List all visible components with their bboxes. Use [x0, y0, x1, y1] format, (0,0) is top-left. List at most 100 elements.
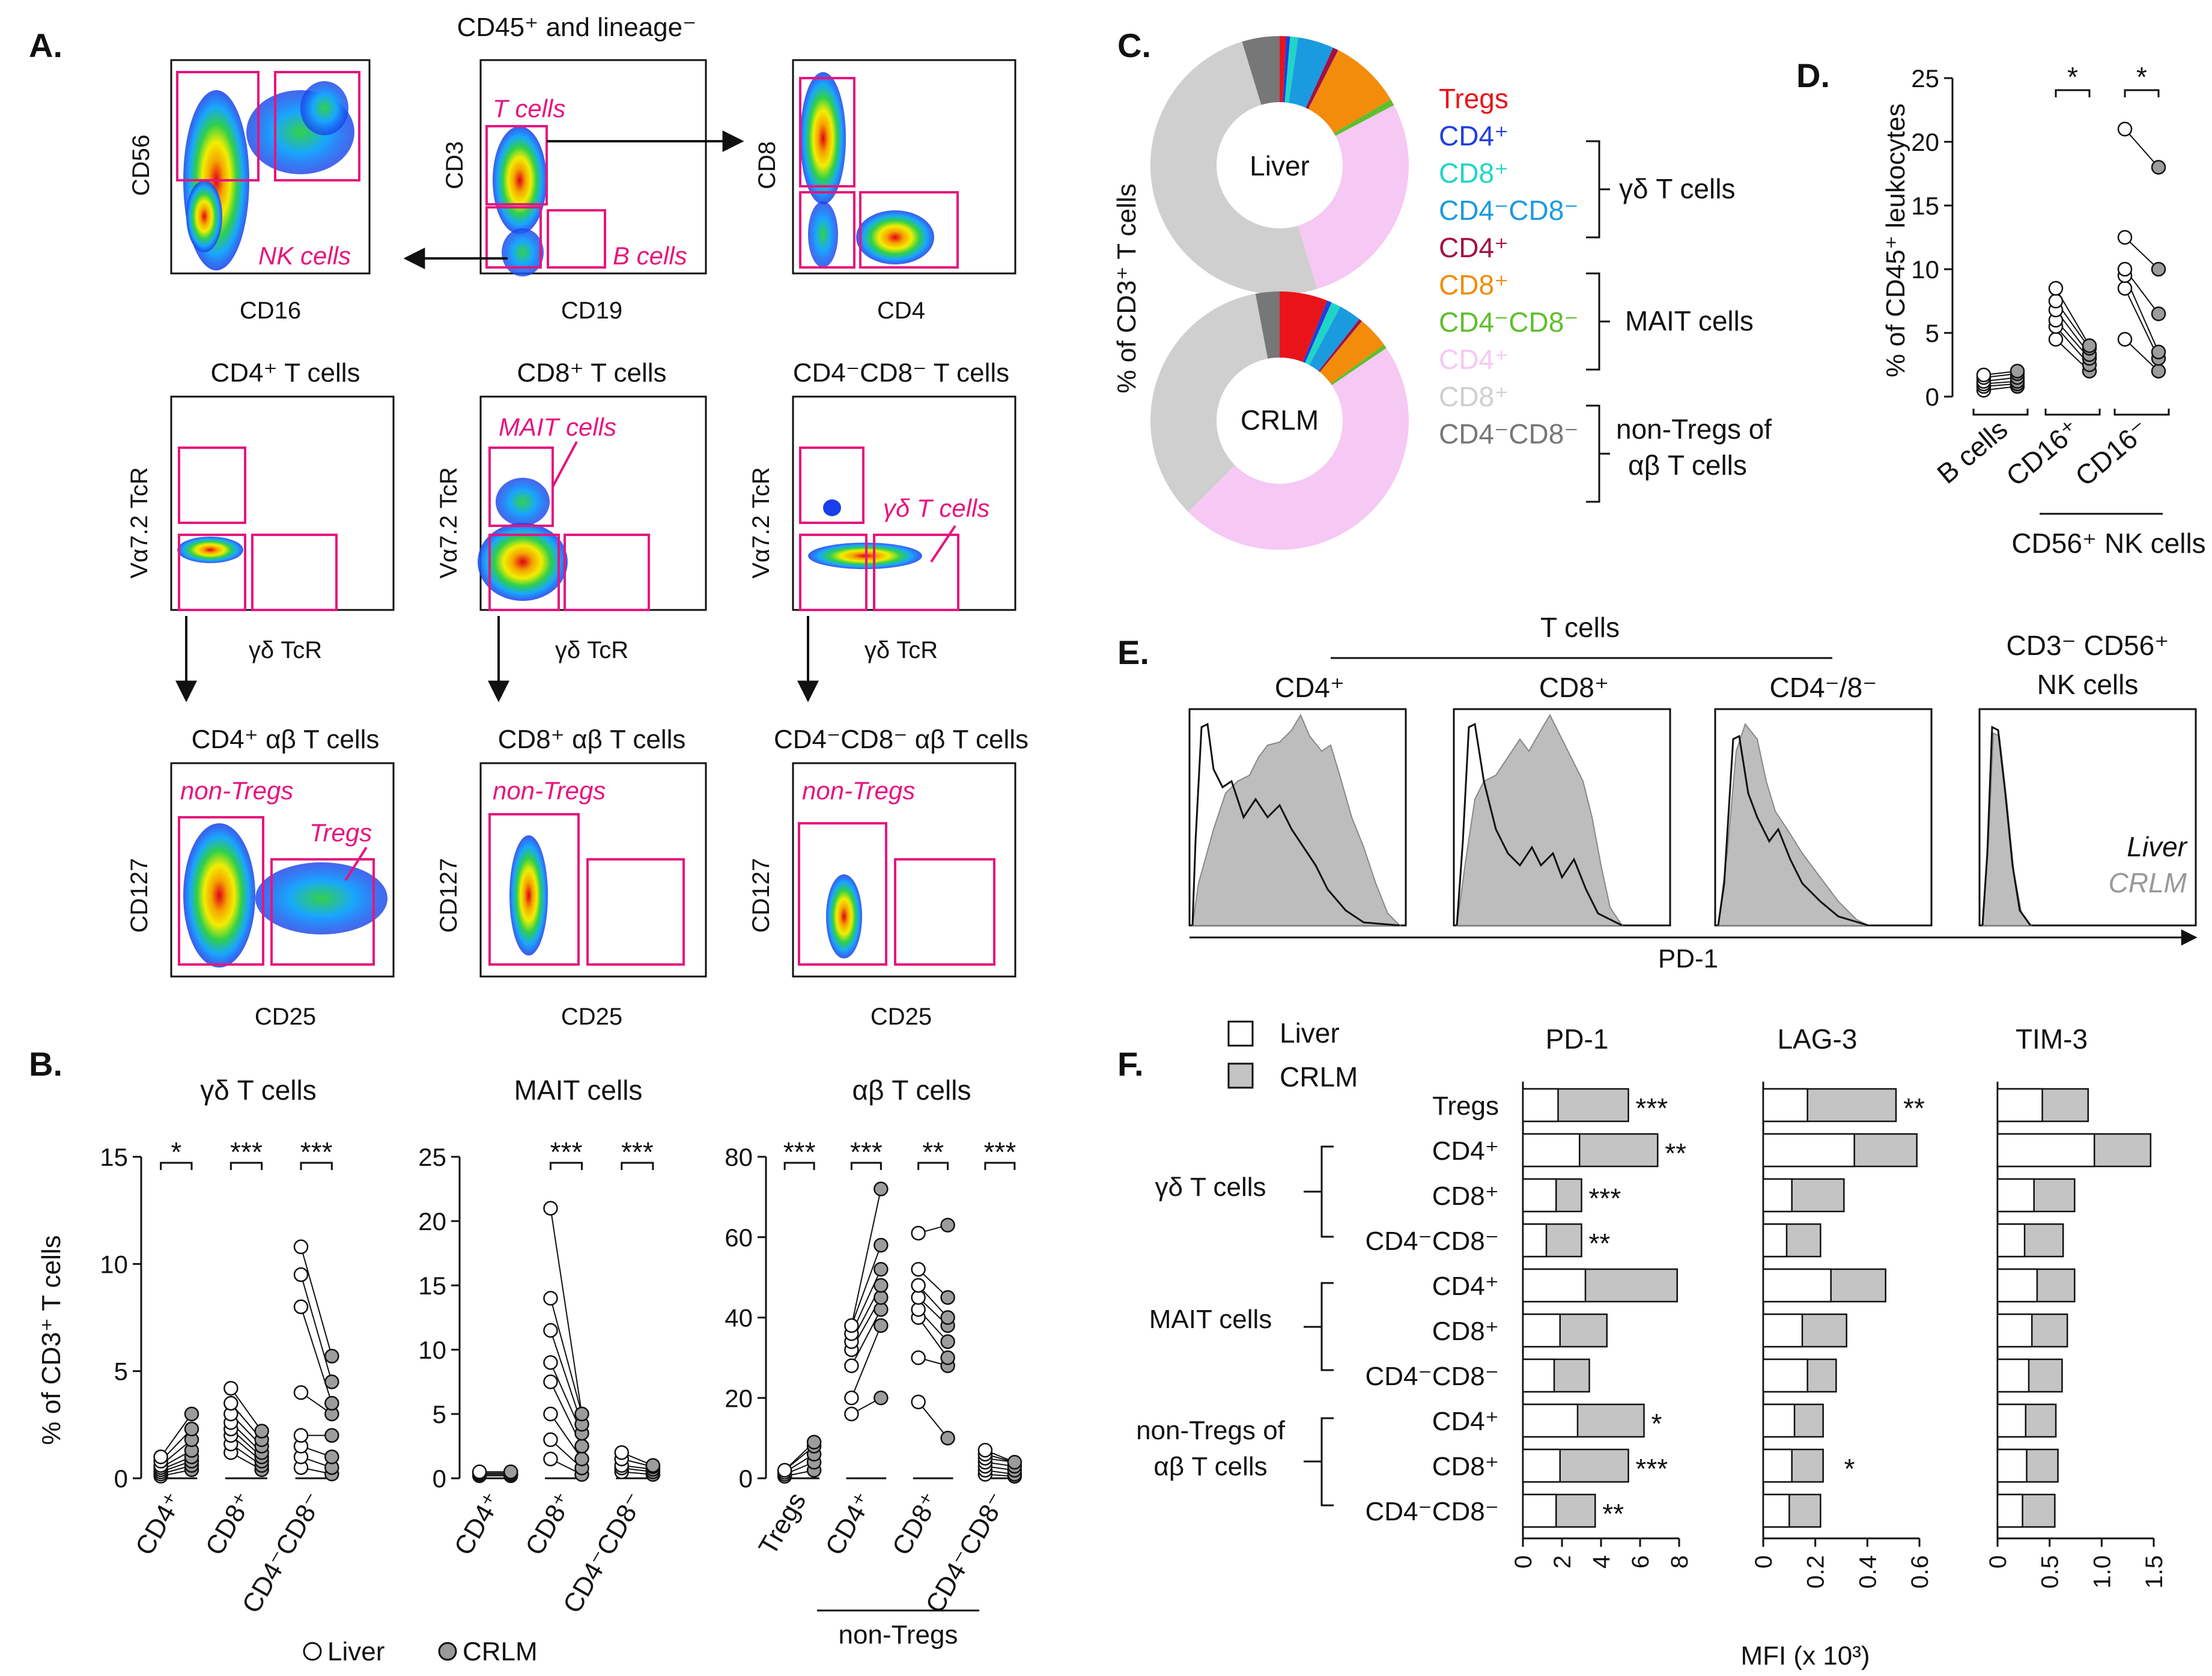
b-point-liver [911, 1225, 926, 1241]
group-nontregs-2: αβ T cells [1628, 449, 1747, 481]
b-chart-title: γδ T cells [200, 1074, 316, 1106]
b-y-tick-label: 20 [418, 1207, 446, 1236]
b-point-liver [977, 1442, 993, 1458]
b-point-crlm [940, 1430, 955, 1446]
b-point-liver [293, 1299, 309, 1314]
b-point-liver [543, 1406, 558, 1422]
b-chart-title: αβ T cells [852, 1074, 971, 1106]
b-point-crlm [574, 1439, 589, 1454]
f-bar-liver [1762, 1403, 1796, 1438]
gate-nk-cells: NK cells [258, 242, 351, 270]
b-point-crlm [874, 1278, 889, 1293]
panel-a: CD45⁺ and lineage⁻ CD56 CD16 NK cells CD… [126, 13, 1029, 1030]
d-pair-line [2124, 338, 2159, 372]
d-sig-bracket [2055, 89, 2091, 97]
f-bar-liver [1996, 1448, 2028, 1483]
b-point-liver [911, 1278, 926, 1293]
donut-legend-item: CD4⁺ [1439, 232, 1509, 263]
flow-plot-cd8-cd25: CD127 CD25 non-Tregs [436, 762, 707, 1030]
axis-label-cd3: CD3 [442, 141, 468, 189]
panel-label-f: F. [1117, 1045, 1144, 1083]
b-point-crlm [574, 1451, 589, 1467]
f-x-tick-label: 1.0 [2089, 1555, 2115, 1589]
f-x-tick-label: 0.2 [1803, 1555, 1829, 1589]
donut-legend-item: Tregs [1439, 83, 1509, 114]
axis-label-va72-3: Vα7.2 TcR [748, 467, 774, 578]
donut-slice-0-1 [1283, 36, 1290, 103]
row3-title-cd4: CD4⁺ αβ T cells [192, 725, 380, 754]
donut-slice-0-3 [1289, 37, 1334, 108]
f-x-tick-label: 8 [1667, 1555, 1693, 1568]
f-row-label: Tregs [1432, 1091, 1499, 1121]
f-x-tick-label: 0.6 [1907, 1555, 1933, 1589]
panel-e-title-dn: CD4⁻/8⁻ [1770, 672, 1877, 703]
gate-b-cells: B cells [613, 242, 687, 270]
flow-plot-cd4-tcr: Vα7.2 TcR γδ TcR [126, 395, 395, 702]
gate-non-tregs-3: non-Tregs [802, 776, 915, 805]
b-y-tick-label: 10 [100, 1250, 128, 1278]
b-pair-line [917, 1317, 949, 1358]
f-x-tick-label: 6 [1627, 1555, 1654, 1568]
f-col-title: LAG-3 [1778, 1023, 1858, 1055]
axis-label-va72-2: Vα7.2 TcR [436, 467, 462, 578]
flow-plot-nk: CD56 CD16 NK cells [128, 59, 371, 324]
f-col-title: PD-1 [1546, 1023, 1609, 1055]
donut-slice-0-8 [1150, 41, 1317, 295]
d-pair-line [2124, 129, 2159, 168]
b-y-tick-label: 0 [433, 1464, 446, 1493]
flow-plot-cd4cd8: CD8 CD4 [754, 59, 1016, 324]
d-point-liver [2117, 261, 2133, 277]
f-legend-liver-label: Liver [1280, 1017, 1340, 1049]
f-row-label: CD4⁺ [1432, 1272, 1499, 1301]
b-point-liver [844, 1318, 859, 1333]
histogram-nk: Liver CRLM [1978, 708, 2197, 927]
f-row-label: CD4⁻CD8⁻ [1366, 1227, 1499, 1256]
d-y-tick-label: 0 [1925, 383, 1939, 411]
d-y-tick-label: 15 [1911, 192, 1939, 220]
d-point-liver [2048, 293, 2064, 309]
histogram-cd8 [1453, 708, 1671, 927]
donut-legend-item: CD8⁺ [1439, 269, 1509, 300]
d-x-bracket [2044, 409, 2101, 416]
f-legend-crlm-swatch [1227, 1062, 1254, 1089]
f-x-tick-label: 0.4 [1855, 1555, 1881, 1589]
f-legend-crlm-label: CRLM [1280, 1061, 1358, 1092]
d-point-liver [2048, 281, 2064, 296]
f-sig-label: *** [1636, 1092, 1668, 1124]
row3-title-cd8: CD8⁺ αβ T cells [498, 725, 686, 754]
f-group-brackets [1304, 1145, 1334, 1507]
d-pair-line [2124, 288, 2159, 359]
f-x-tick-label: 1.5 [2141, 1555, 2168, 1589]
f-bar-liver [1522, 1313, 1561, 1348]
d-point-liver [2117, 230, 2133, 245]
d-x-tick-label: CD16⁻ [2069, 413, 2154, 492]
b-y-tick-label: 15 [100, 1143, 128, 1171]
histogram-legend-liver: Liver [2127, 831, 2187, 862]
b-y-tick-label: 5 [433, 1400, 446, 1428]
donut-legend-item: CD8⁺ [1439, 157, 1509, 189]
donut-legend-item: CD4⁻CD8⁻ [1439, 195, 1579, 226]
histogram-dn [1714, 708, 1933, 927]
axis-label-cd4: CD4 [877, 297, 925, 324]
b-pair-line [851, 1189, 882, 1326]
b-y-tick-label: 20 [725, 1384, 753, 1412]
d-y-tick-label: 25 [1911, 64, 1939, 93]
f-bar-liver [1522, 1358, 1555, 1393]
donut-slice-1-4 [1318, 318, 1363, 373]
f-bar-liver [1996, 1403, 2027, 1438]
f-bar-liver [1996, 1313, 2033, 1348]
panel-b-footer: non-Tregs [839, 1620, 958, 1650]
donut-slice-0-4 [1305, 47, 1338, 109]
b-x-tick-label: CD4⁺ [130, 1488, 189, 1561]
axis-label-cd56: CD56 [128, 135, 154, 196]
b-point-liver [614, 1445, 630, 1460]
b-point-crlm [874, 1181, 889, 1196]
axis-label-gd-2: γδ TcR [555, 637, 628, 663]
f-sig-label: *** [1636, 1453, 1668, 1484]
donut-legend-item: CD4⁻CD8⁻ [1439, 418, 1579, 449]
b-point-crlm [874, 1302, 889, 1317]
axis-label-cd25-3: CD25 [871, 1004, 932, 1030]
